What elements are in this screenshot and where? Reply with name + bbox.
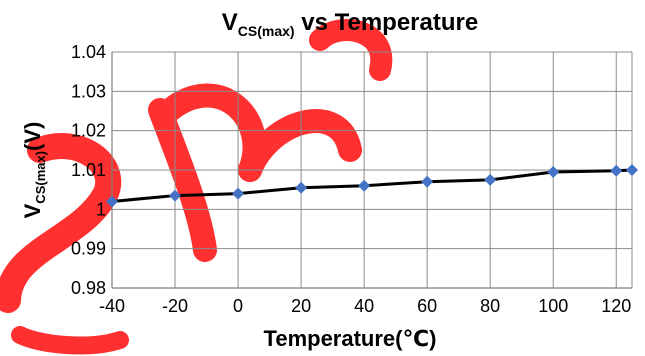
- data-point-marker: [626, 164, 638, 176]
- watermark-stroke-5: [309, 19, 393, 81]
- x-tick-label: -20: [162, 296, 188, 316]
- y-tick-label: 1.02: [71, 121, 106, 141]
- x-tick-label: 20: [291, 296, 311, 316]
- data-point-marker: [421, 175, 434, 188]
- watermark: [0, 19, 393, 355]
- data-point-marker: [295, 181, 308, 194]
- data-point-marker: [232, 187, 245, 200]
- x-tick-labels: -40 -20 0 20 40 60 80 100 120: [99, 296, 631, 316]
- x-tick-label: 40: [354, 296, 374, 316]
- data-point-marker: [358, 179, 371, 192]
- x-tick-label: 120: [601, 296, 631, 316]
- data-point-marker: [484, 173, 497, 186]
- x-tick-label: 80: [480, 296, 500, 316]
- chart-title: VCS(max) vs Temperature: [222, 9, 478, 39]
- y-tick-label: 1: [96, 199, 106, 219]
- grid: [111, 51, 633, 289]
- chart-title-main: V: [222, 9, 238, 36]
- data-point-marker: [169, 189, 182, 202]
- watermark-stroke-1: [0, 133, 122, 313]
- watermark-stroke-2: [148, 98, 217, 262]
- y-tick-label: 1.01: [71, 160, 106, 180]
- data-point-marker: [106, 195, 118, 208]
- series-line: [111, 168, 633, 203]
- x-tick-label: -40: [99, 296, 125, 316]
- y-axis-label-sub: CS(max): [33, 151, 48, 204]
- chart-title-rest: vs Temperature: [295, 9, 479, 36]
- y-tick-label: 1.04: [71, 42, 106, 62]
- data-point-marker: [547, 165, 560, 178]
- y-tick-label: 0.99: [71, 239, 106, 259]
- y-tick-label: 0.98: [71, 278, 106, 298]
- y-tick-label: 1.03: [71, 81, 106, 101]
- watermark-stroke-6: [11, 326, 129, 355]
- chart-title-sub: CS(max): [238, 23, 295, 39]
- data-point-marker: [610, 164, 623, 177]
- x-tick-label: 100: [538, 296, 568, 316]
- series-layer: [106, 164, 638, 208]
- y-tick-labels: 0.98 0.99 1 1.01 1.02 1.03 1.04: [71, 42, 106, 298]
- x-tick-label: 60: [417, 296, 437, 316]
- x-axis-label: Temperature(℃): [264, 326, 437, 351]
- y-axis-label-main: V: [20, 203, 45, 218]
- watermark-stroke-4: [238, 109, 362, 182]
- x-tick-label: 0: [233, 296, 243, 316]
- y-axis-label: VCS(max)(V): [20, 122, 48, 219]
- y-axis-label-rest: (V): [20, 122, 45, 151]
